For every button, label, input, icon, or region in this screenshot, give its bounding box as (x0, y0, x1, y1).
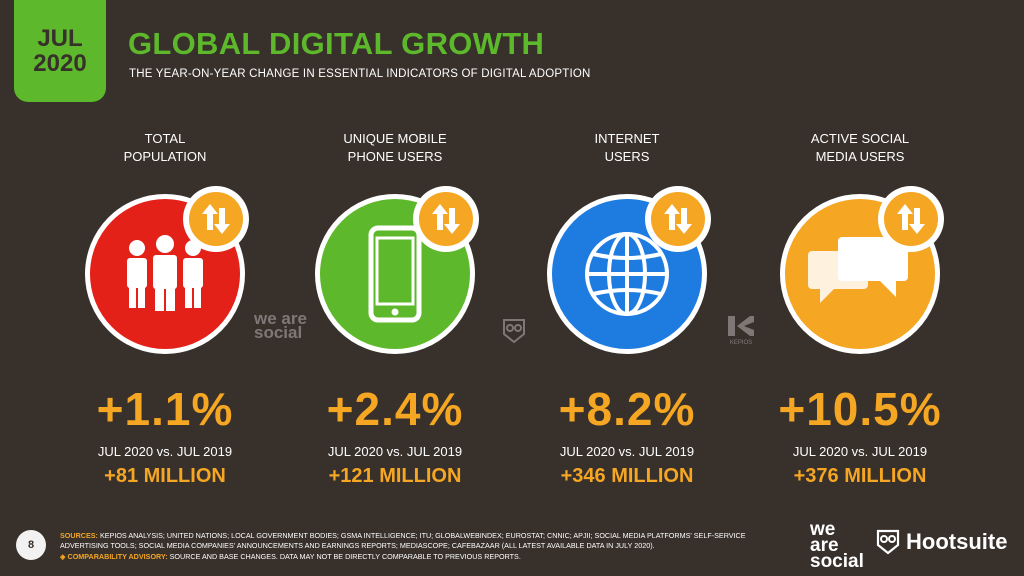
absolute-change: +81 MILLION (104, 465, 226, 487)
speech-bubbles-icon (808, 237, 908, 303)
change-percent: +10.5% (778, 383, 942, 435)
indicator-label: INTERNET USERS (594, 131, 660, 165)
advisory-key: ◈ COMPARABILITY ADVISORY: (60, 551, 168, 561)
people-icon (127, 235, 203, 311)
indicator-label: UNIQUE MOBILE PHONE USERS (343, 131, 447, 165)
kepios-logo-icon (728, 316, 754, 336)
badge-month: JUL (37, 24, 83, 52)
we-are-social-watermark: we are social (254, 309, 307, 342)
indicator-mobile: UNIQUE MOBILE PHONE USERS +2.4% JUL 2020… (280, 130, 510, 488)
change-badge (183, 186, 249, 252)
comparison-period: JUL 2020 vs. JUL 2019 (97, 444, 233, 459)
sources-key: SOURCES: (60, 531, 98, 540)
up-down-arrows-icon (432, 204, 460, 234)
indicator-label: TOTAL POPULATION (123, 131, 207, 165)
kepios-watermark: KEPIOS (726, 314, 756, 346)
date-badge: JUL 2020 (14, 0, 106, 102)
absolute-change: +376 MILLION (793, 465, 927, 487)
comparison-period: JUL 2020 vs. JUL 2019 (327, 444, 463, 459)
change-badge (413, 186, 479, 252)
indicator-label: ACTIVE SOCIAL MEDIA USERS (810, 131, 910, 165)
up-down-arrows-icon (202, 204, 230, 234)
change-badge (878, 186, 944, 252)
comparison-period: JUL 2020 vs. JUL 2019 (792, 444, 928, 459)
change-percent: +2.4% (326, 383, 464, 435)
change-badge (645, 186, 711, 252)
mobile-phone-icon (368, 225, 422, 323)
globe-icon (585, 232, 669, 316)
comparison-period: JUL 2020 vs. JUL 2019 (559, 444, 695, 459)
page-subtitle: THE YEAR-ON-YEAR CHANGE IN ESSENTIAL IND… (129, 68, 591, 80)
page-title: GLOBAL DIGITAL GROWTH (128, 26, 545, 61)
change-percent: +1.1% (96, 383, 234, 435)
hootsuite-wordmark: Hootsuite (906, 529, 1008, 554)
indicator-population: TOTAL POPULATION +1.1% JUL 2020 vs. JUL … (50, 130, 280, 488)
change-percent: +8.2% (558, 383, 696, 435)
sources-text: SOURCES: KEPIOS ANALYSIS; UNITED NATIONS… (60, 531, 780, 562)
absolute-change: +346 MILLION (560, 465, 694, 487)
indicator-internet: INTERNET USERS +8.2% JUL 2020 (512, 130, 742, 488)
we-are-social-logo: we are social (810, 519, 864, 573)
up-down-arrows-icon (897, 204, 925, 234)
owl-icon (876, 529, 900, 555)
mobile-circle (315, 194, 475, 354)
up-down-arrows-icon (664, 204, 692, 234)
hootsuite-logo: Hootsuite (876, 529, 1007, 555)
page-number: 8 (16, 530, 46, 560)
badge-year: 2020 (33, 50, 87, 77)
kepios-label: KEPIOS (729, 340, 753, 346)
indicator-social-media: ACTIVE SOCIAL MEDIA USERS +10.5% JUL 202… (745, 130, 975, 488)
absolute-change: +121 MILLION (328, 465, 462, 487)
sources-list: KEPIOS ANALYSIS; UNITED NATIONS; LOCAL G… (60, 531, 746, 551)
advisory-text: SOURCE AND BASE CHANGES. DATA MAY NOT BE… (169, 551, 521, 561)
hootsuite-owl-watermark-icon (503, 319, 525, 344)
